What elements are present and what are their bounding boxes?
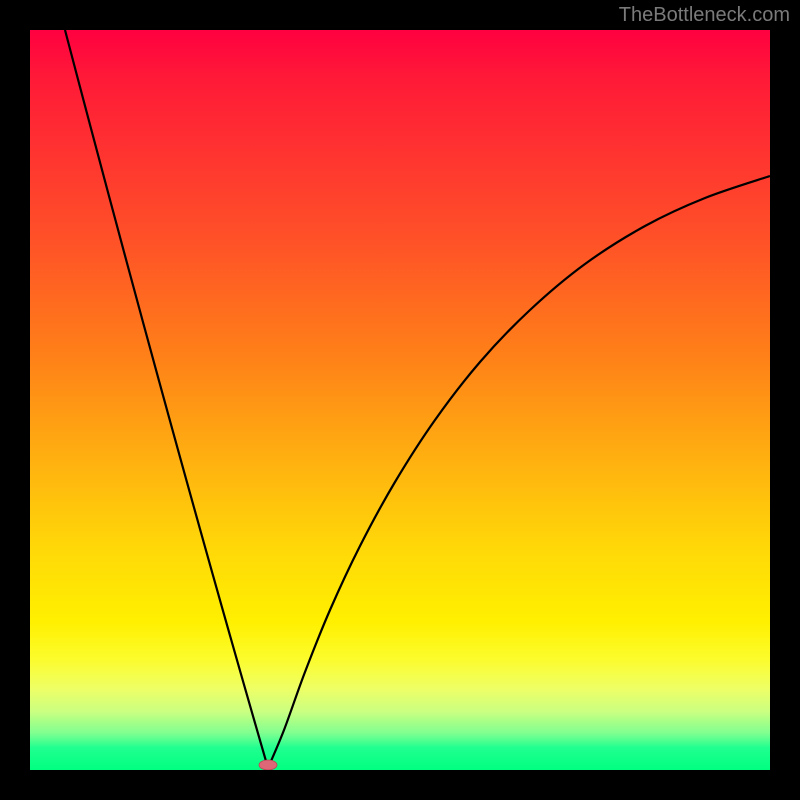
bottleneck-curve bbox=[65, 30, 770, 768]
watermark-text: TheBottleneck.com bbox=[619, 4, 790, 27]
plot-area bbox=[30, 30, 770, 770]
bottleneck-curve-svg bbox=[30, 30, 770, 770]
minimum-marker bbox=[259, 760, 277, 770]
